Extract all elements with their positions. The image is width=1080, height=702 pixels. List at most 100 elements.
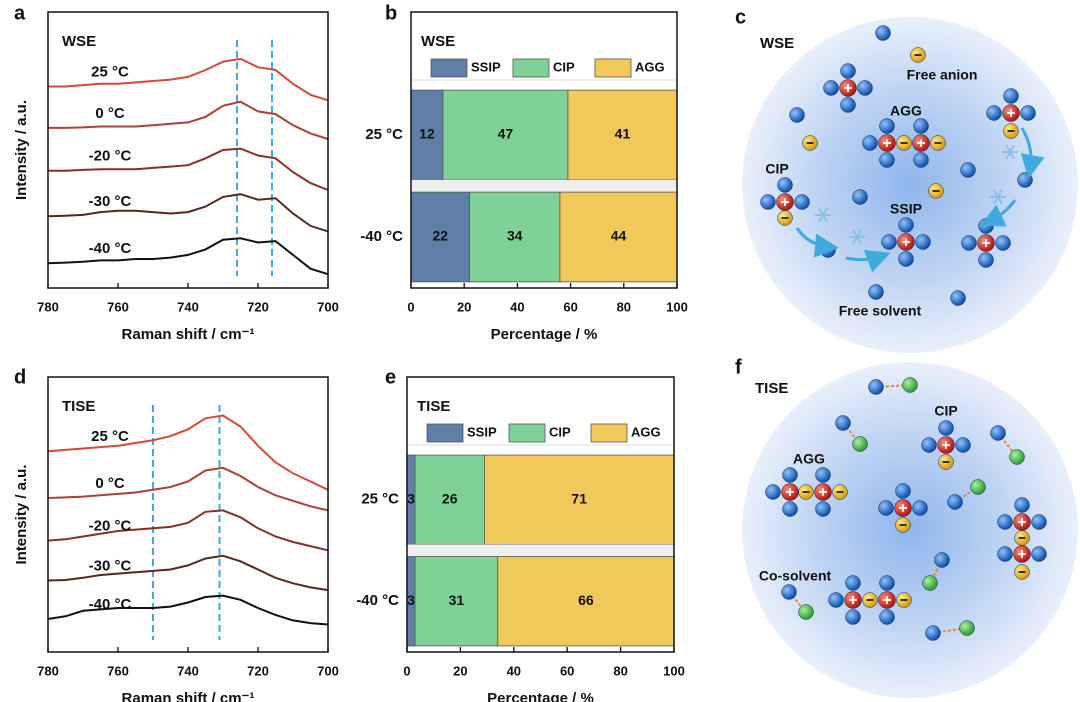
x-axis-label: Percentage / % xyxy=(487,690,594,702)
series-label: -20 °C xyxy=(89,518,132,535)
molecule xyxy=(913,152,929,168)
panel-annotation: WSE xyxy=(421,33,455,50)
molecule xyxy=(798,604,814,620)
molecule xyxy=(879,152,895,168)
molecule xyxy=(879,609,895,625)
x-tick-label: 720 xyxy=(247,663,269,678)
panel-label: c xyxy=(735,6,746,28)
legend-label: CIP xyxy=(553,59,575,74)
legend-label: SSIP xyxy=(467,424,497,439)
molecule xyxy=(879,118,895,134)
legend-swatch xyxy=(508,423,546,443)
molecule xyxy=(898,251,914,267)
series-label: 0 °C xyxy=(95,105,125,122)
bar-value-label: 41 xyxy=(615,126,631,142)
molecule xyxy=(1031,514,1047,530)
y-tick-label: -40 °C xyxy=(356,592,399,609)
spectrum-line xyxy=(47,466,329,512)
molecule xyxy=(1017,172,1033,188)
diagram-label: CIP xyxy=(934,403,957,419)
molecule xyxy=(875,25,891,41)
bar-segment xyxy=(410,191,470,283)
x-tick-label: 700 xyxy=(317,299,339,314)
molecule xyxy=(845,609,861,625)
y-axis-label: Intensity / a.u. xyxy=(13,100,30,200)
y-tick-label: 25 °C xyxy=(361,491,399,508)
spectrum-line xyxy=(48,100,329,140)
diagram-label: AGG xyxy=(793,451,825,467)
bar-value-label: 66 xyxy=(578,592,594,608)
molecule xyxy=(823,80,839,96)
series-label: 25 °C xyxy=(91,428,129,445)
spectrum-line xyxy=(48,147,329,191)
bar-value-label: 3 xyxy=(407,490,415,506)
molecule xyxy=(782,467,798,483)
band-gap xyxy=(408,544,673,557)
molecule xyxy=(840,97,856,113)
y-tick-label: -40 °C xyxy=(360,228,403,245)
molecule xyxy=(852,189,868,205)
x-axis-label: Raman shift / cm⁻¹ xyxy=(122,326,255,343)
series-label: 0 °C xyxy=(95,475,125,492)
bar-segment xyxy=(484,454,675,545)
molecule xyxy=(879,575,895,591)
molecule xyxy=(782,501,798,517)
snowflake xyxy=(818,207,828,223)
x-tick-label: 60 xyxy=(563,299,577,314)
molecule xyxy=(961,235,977,251)
molecule xyxy=(978,252,994,268)
molecule xyxy=(915,234,931,250)
legend-swatch xyxy=(512,58,550,78)
bar-value-label: 22 xyxy=(432,228,448,244)
plot-frame xyxy=(410,11,678,289)
legend-swatch xyxy=(426,423,464,443)
x-tick-label: 780 xyxy=(37,663,59,678)
x-tick-label: 0 xyxy=(403,663,410,678)
molecule xyxy=(789,107,805,123)
x-tick-label: 700 xyxy=(317,663,339,678)
diagram-title: TISE xyxy=(755,380,788,397)
x-tick-label: 740 xyxy=(177,299,199,314)
series-label: -30 °C xyxy=(89,193,132,210)
molecule xyxy=(934,552,950,568)
molecule xyxy=(898,217,914,233)
diagram-label: Co-solvent xyxy=(759,568,832,584)
plot-frame xyxy=(406,376,675,653)
molecule xyxy=(959,620,975,636)
legend-swatch xyxy=(430,58,468,78)
diagram-label: AGG xyxy=(890,103,922,119)
molecule xyxy=(997,546,1013,562)
molecule xyxy=(857,80,873,96)
bar-segment xyxy=(497,556,675,647)
molecule xyxy=(955,437,971,453)
molecule xyxy=(938,420,954,436)
snowflake xyxy=(852,229,862,245)
x-axis-label: Raman shift / cm⁻¹ xyxy=(122,690,255,702)
molecule xyxy=(765,484,781,500)
diagram-bg xyxy=(742,362,1078,698)
molecule xyxy=(921,437,937,453)
molecule xyxy=(902,377,918,393)
diagram-label: CIP xyxy=(765,161,788,177)
bar-segment xyxy=(469,191,561,283)
molecule xyxy=(815,501,831,517)
molecule xyxy=(1009,449,1025,465)
x-tick-label: 80 xyxy=(613,663,627,678)
arrow xyxy=(1020,127,1045,179)
spectrum-line xyxy=(47,193,329,233)
molecule xyxy=(835,415,851,431)
x-tick-label: 60 xyxy=(560,663,574,678)
molecule xyxy=(960,162,976,178)
x-tick-label: 720 xyxy=(247,299,269,314)
diagram-label: Free solvent xyxy=(839,303,922,319)
molecule xyxy=(845,575,861,591)
molecule xyxy=(760,194,776,210)
molecule xyxy=(1020,105,1036,121)
panel-label: d xyxy=(14,366,26,388)
x-tick-label: 0 xyxy=(407,299,414,314)
bar-value-label: 3 xyxy=(407,592,415,608)
legend-label: CIP xyxy=(549,424,571,439)
molecule xyxy=(777,177,793,193)
panel-annotation: TISE xyxy=(62,398,95,415)
